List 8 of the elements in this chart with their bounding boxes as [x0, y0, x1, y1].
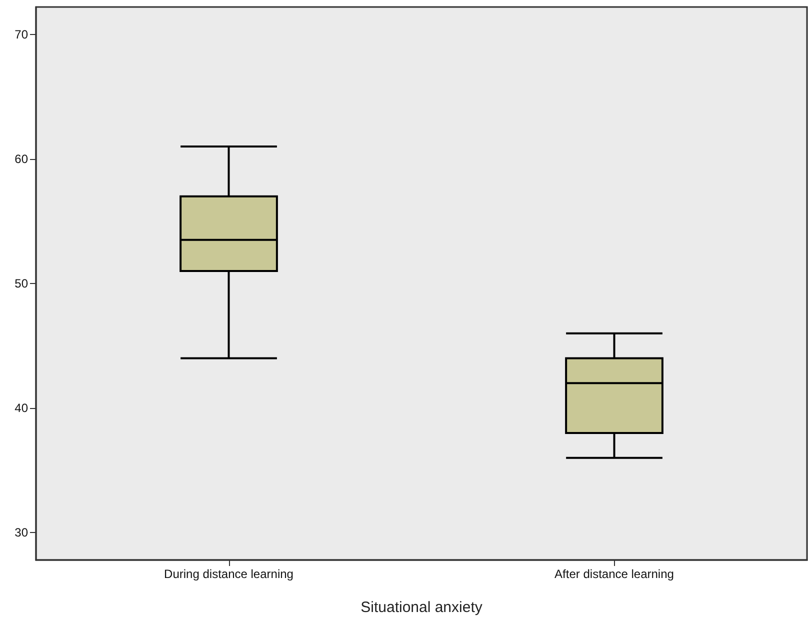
y-tick-label: 50 [14, 276, 28, 290]
y-tick-label: 60 [14, 152, 28, 166]
y-tick-label: 40 [14, 401, 28, 416]
x-tick-label: During distance learning [164, 567, 294, 581]
y-tick-label: 70 [14, 27, 28, 42]
x-tick-label: After distance learning [554, 567, 674, 581]
x-axis-title: Situational anxiety [360, 599, 483, 616]
y-tick-label: 30 [14, 526, 28, 540]
